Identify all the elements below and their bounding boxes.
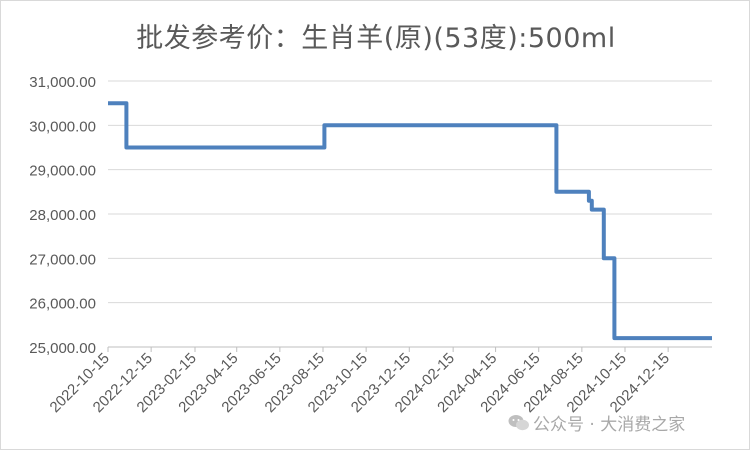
watermark: 公众号 · 大消费之家 (508, 410, 685, 437)
y-tick-label: 26,000.00 (29, 296, 96, 313)
y-tick-label: 29,000.00 (29, 163, 96, 180)
watermark-text: 公众号 · 大消费之家 (533, 415, 686, 435)
y-tick-label: 25,000.00 (29, 340, 96, 357)
price-series-line (108, 101, 712, 341)
y-tick-label: 30,000.00 (29, 118, 96, 135)
y-tick-label: 28,000.00 (29, 207, 96, 224)
chart-title: 批发参考价：生肖羊(原)(53度):500ml (136, 23, 616, 54)
y-tick-label: 27,000.00 (29, 251, 96, 268)
y-tick-label: 31,000.00 (29, 74, 96, 91)
wechat-icon (508, 414, 530, 437)
